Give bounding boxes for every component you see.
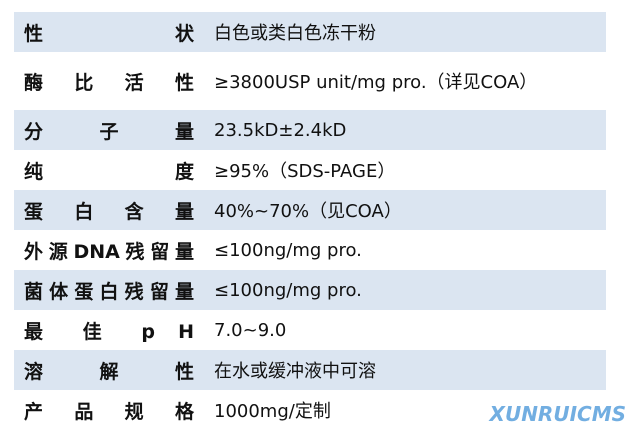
row-label: 分 子 量: [24, 120, 194, 143]
table-row: 蛋 白 含 量 40%~70%（见COA）: [14, 190, 606, 230]
table-row: 性 状白色或类白色冻干粉: [14, 12, 606, 52]
row-value: 40%~70%（见COA）: [214, 201, 402, 222]
table-row: 最 佳 p H 7.0~9.0: [14, 310, 606, 350]
row-value: 7.0~9.0: [214, 319, 287, 341]
row-value: 白色或类白色冻干粉: [214, 23, 376, 44]
row-value: ≤100ng/mg pro.: [214, 239, 362, 261]
row-value: 在水或缓冲液中可溶: [214, 361, 376, 382]
spec-table: 性 状白色或类白色冻干粉酶 比 活 性 ≥3800USP unit/mg pro.…: [14, 12, 606, 430]
row-value: ≥95%（SDS-PAGE）: [214, 161, 396, 182]
row-value: 1000mg/定制: [214, 401, 331, 422]
row-label: 菌体蛋白残留量: [24, 280, 194, 303]
row-value: ≥3800USP unit/mg pro.（详见COA）: [214, 72, 538, 93]
row-label: 酶 比 活 性: [24, 71, 194, 94]
row-label: 蛋 白 含 量: [24, 200, 194, 223]
watermark: XUNRUICMS: [489, 402, 626, 426]
table-row: 外源DNA残留量 ≤100ng/mg pro.: [14, 230, 606, 270]
row-label: 外源DNA残留量: [24, 240, 194, 263]
table-row: 纯 度 ≥95%（SDS-PAGE）: [14, 150, 606, 190]
row-label: 性 状: [24, 22, 194, 45]
row-label: 溶 解 性: [24, 360, 194, 383]
row-label: 纯 度: [24, 160, 194, 183]
row-value: 23.5kD±2.4kD: [214, 119, 347, 141]
table-row: 分 子 量 23.5kD±2.4kD: [14, 110, 606, 150]
table-row: 溶 解 性在水或缓冲液中可溶: [14, 350, 606, 390]
table-row: 酶 比 活 性 ≥3800USP unit/mg pro.（详见COA）: [14, 52, 606, 110]
row-label: 产 品 规 格: [24, 400, 194, 423]
row-value: ≤100ng/mg pro.: [214, 279, 362, 301]
row-label: 最 佳 p H: [24, 320, 194, 343]
table-row: 菌体蛋白残留量 ≤100ng/mg pro.: [14, 270, 606, 310]
table-row: 产 品 规 格 1000mg/定制: [14, 390, 606, 430]
